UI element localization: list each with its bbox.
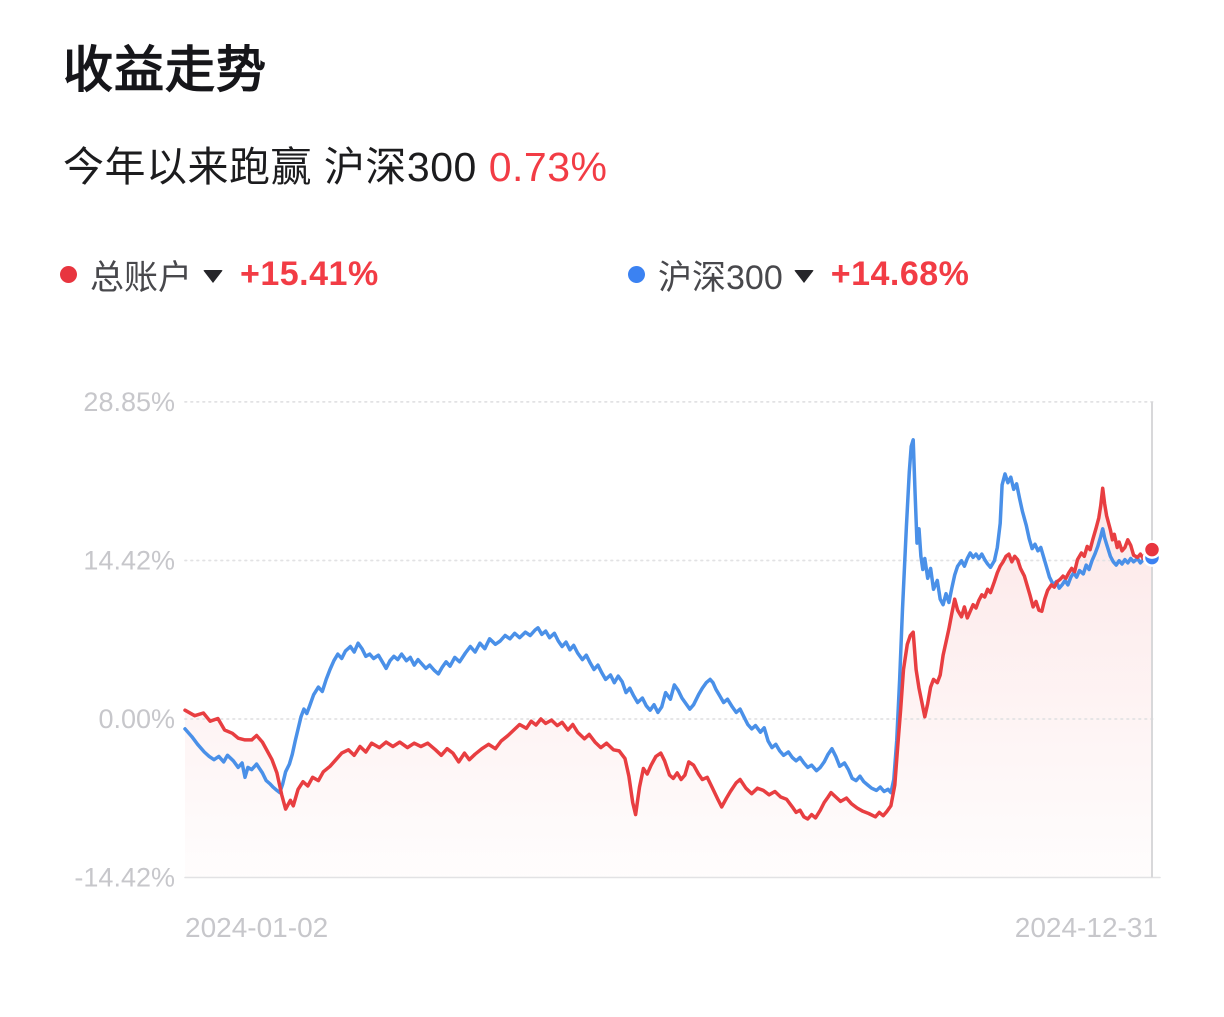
benchmark-line	[183, 438, 1154, 795]
subtitle: 今年以来跑赢 沪深300 0.73%	[63, 133, 607, 193]
benchmark-series-label: 沪深300	[658, 258, 783, 297]
x-axis-label-start: 2024-01-02	[185, 912, 328, 943]
y-axis-label: 28.85%	[83, 387, 175, 417]
legend-item-benchmark[interactable]: 沪深300 +14.68%	[628, 250, 969, 298]
legend-item-account[interactable]: 总账户 +15.41%	[60, 250, 379, 298]
subtitle-text: 今年以来跑赢 沪深300	[63, 144, 489, 190]
x-axis-label-end: 2024-12-31	[1015, 912, 1158, 943]
account-area-fill	[185, 488, 1152, 878]
chevron-down-icon	[203, 269, 223, 283]
y-axis-label: 14.42%	[83, 546, 175, 576]
account-endpoint-marker	[1142, 540, 1162, 559]
benchmark-return-value: +14.68%	[830, 254, 970, 293]
account-series-dot	[60, 265, 77, 283]
outperformance-value: 0.73%	[488, 144, 608, 190]
account-line	[183, 486, 1154, 821]
legend: 总账户 +15.41% 沪深300 +14.68%	[0, 250, 1224, 298]
page-title: 收益走势	[63, 42, 267, 98]
chevron-down-icon	[793, 269, 814, 283]
benchmark-series-dot	[628, 265, 645, 283]
account-return-value: +15.41%	[240, 254, 379, 293]
y-axis-label: -14.42%	[74, 863, 175, 893]
account-series-label: 总账户	[90, 258, 192, 297]
y-axis-label: 0.00%	[98, 704, 175, 734]
